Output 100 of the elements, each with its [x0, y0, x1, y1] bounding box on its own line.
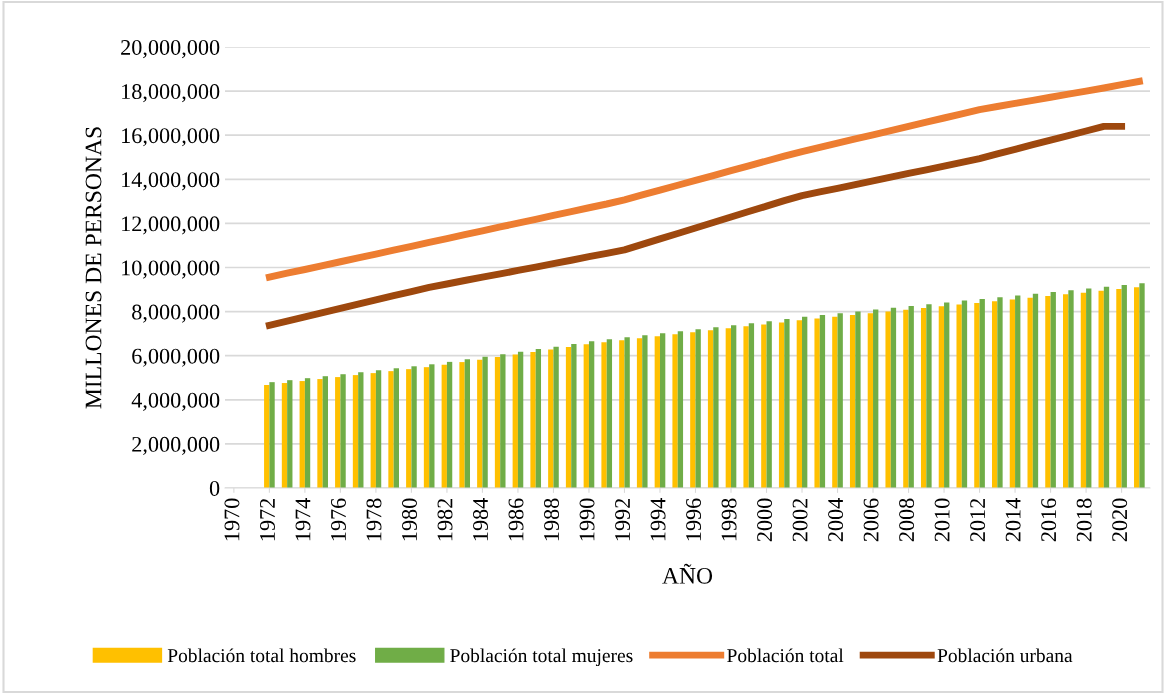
x-tick-label: 1980	[401, 498, 417, 541]
bar	[690, 332, 696, 488]
bar	[459, 362, 465, 488]
bar	[517, 351, 524, 488]
bar	[849, 314, 856, 488]
x-tick-label: 1976	[331, 498, 346, 541]
bar	[642, 335, 648, 488]
bar	[299, 381, 305, 488]
bar	[423, 367, 430, 488]
bar	[1103, 286, 1110, 488]
bar	[322, 376, 328, 488]
bar	[1068, 290, 1074, 488]
bar	[494, 357, 501, 488]
bar	[796, 320, 803, 488]
bar	[1063, 294, 1069, 488]
x-tick-label: 2010	[934, 498, 950, 542]
bar	[944, 302, 950, 488]
bar	[548, 349, 554, 488]
bar	[1032, 293, 1039, 488]
bar	[429, 364, 435, 488]
bar	[535, 349, 542, 488]
bar	[340, 374, 346, 488]
bar	[352, 375, 359, 488]
bar	[814, 318, 820, 488]
x-tick-label: 2018	[1076, 498, 1092, 542]
bar	[1080, 292, 1087, 488]
x-tick-label: 1998	[721, 498, 737, 541]
bar	[974, 303, 980, 488]
bar	[961, 300, 968, 488]
x-tick-label: 1984	[473, 498, 488, 541]
bar	[441, 364, 447, 488]
bar	[873, 309, 879, 488]
bar	[388, 371, 394, 488]
bar	[731, 325, 737, 488]
y-tick-label: 2,000,000	[132, 436, 220, 456]
legend-label: Población total	[727, 648, 844, 663]
legend-label: Población urbana	[937, 648, 1073, 663]
bar	[553, 346, 559, 488]
bar	[997, 297, 1003, 488]
bar	[1134, 287, 1140, 488]
bar	[713, 327, 719, 488]
bar	[588, 341, 595, 488]
bar	[672, 334, 678, 488]
bar	[784, 319, 790, 488]
bar	[725, 328, 731, 488]
bar	[446, 361, 453, 488]
bar	[748, 323, 755, 488]
x-tick-label: 1990	[579, 498, 595, 541]
x-tick-label: 2008	[899, 498, 915, 542]
bar	[920, 308, 927, 488]
bar	[411, 366, 417, 488]
bar	[832, 316, 838, 488]
bar	[624, 337, 630, 488]
x-tick-label: 1972	[260, 498, 275, 541]
x-tick-label: 2016	[1041, 498, 1057, 542]
x-tick-label: 2002	[792, 498, 808, 542]
bar	[619, 340, 625, 488]
bar	[802, 316, 808, 488]
bar	[375, 370, 382, 488]
x-tick-label: 1992	[615, 498, 631, 541]
bar	[654, 336, 660, 488]
bar	[264, 385, 270, 488]
bar	[1121, 284, 1127, 488]
y-tick-label: 16,000,000	[122, 128, 220, 147]
bar	[979, 299, 985, 488]
bar	[761, 324, 767, 488]
bar	[778, 322, 785, 488]
bar	[1139, 283, 1145, 488]
bar	[406, 369, 412, 488]
bar	[956, 304, 962, 488]
y-tick-label: 8,000,000	[132, 304, 220, 323]
x-tick-label: 2000	[757, 498, 773, 542]
y-tick-label: 10,000,000	[122, 260, 220, 279]
bar	[837, 313, 843, 488]
bar	[991, 301, 998, 488]
legend-label: Población total mujeres	[450, 648, 633, 667]
x-tick-label: 1994	[650, 498, 666, 541]
bar	[565, 346, 572, 488]
y-tick-label: 18,000,000	[122, 84, 220, 103]
bar	[269, 382, 275, 488]
y-tick-label: 4,000,000	[131, 392, 220, 411]
bar	[1015, 295, 1021, 488]
x-tick-label: 2004	[828, 498, 844, 542]
bar	[601, 342, 607, 488]
bar	[855, 311, 861, 488]
x-tick-label: 1982	[437, 498, 453, 541]
x-tick-label: 1970	[224, 498, 240, 541]
bar	[695, 329, 701, 488]
x-tick-label: 2012	[970, 498, 986, 542]
bar	[636, 338, 643, 488]
bar	[885, 311, 891, 488]
bar	[281, 383, 288, 488]
bar	[1098, 290, 1104, 488]
bar	[926, 304, 932, 488]
bar	[358, 372, 364, 488]
bar	[287, 380, 293, 488]
bar	[512, 354, 518, 488]
y-axis-title: MILLONES DE PERSONAS	[85, 127, 102, 409]
x-tick-label: 1974	[295, 498, 311, 541]
bar	[482, 356, 488, 488]
